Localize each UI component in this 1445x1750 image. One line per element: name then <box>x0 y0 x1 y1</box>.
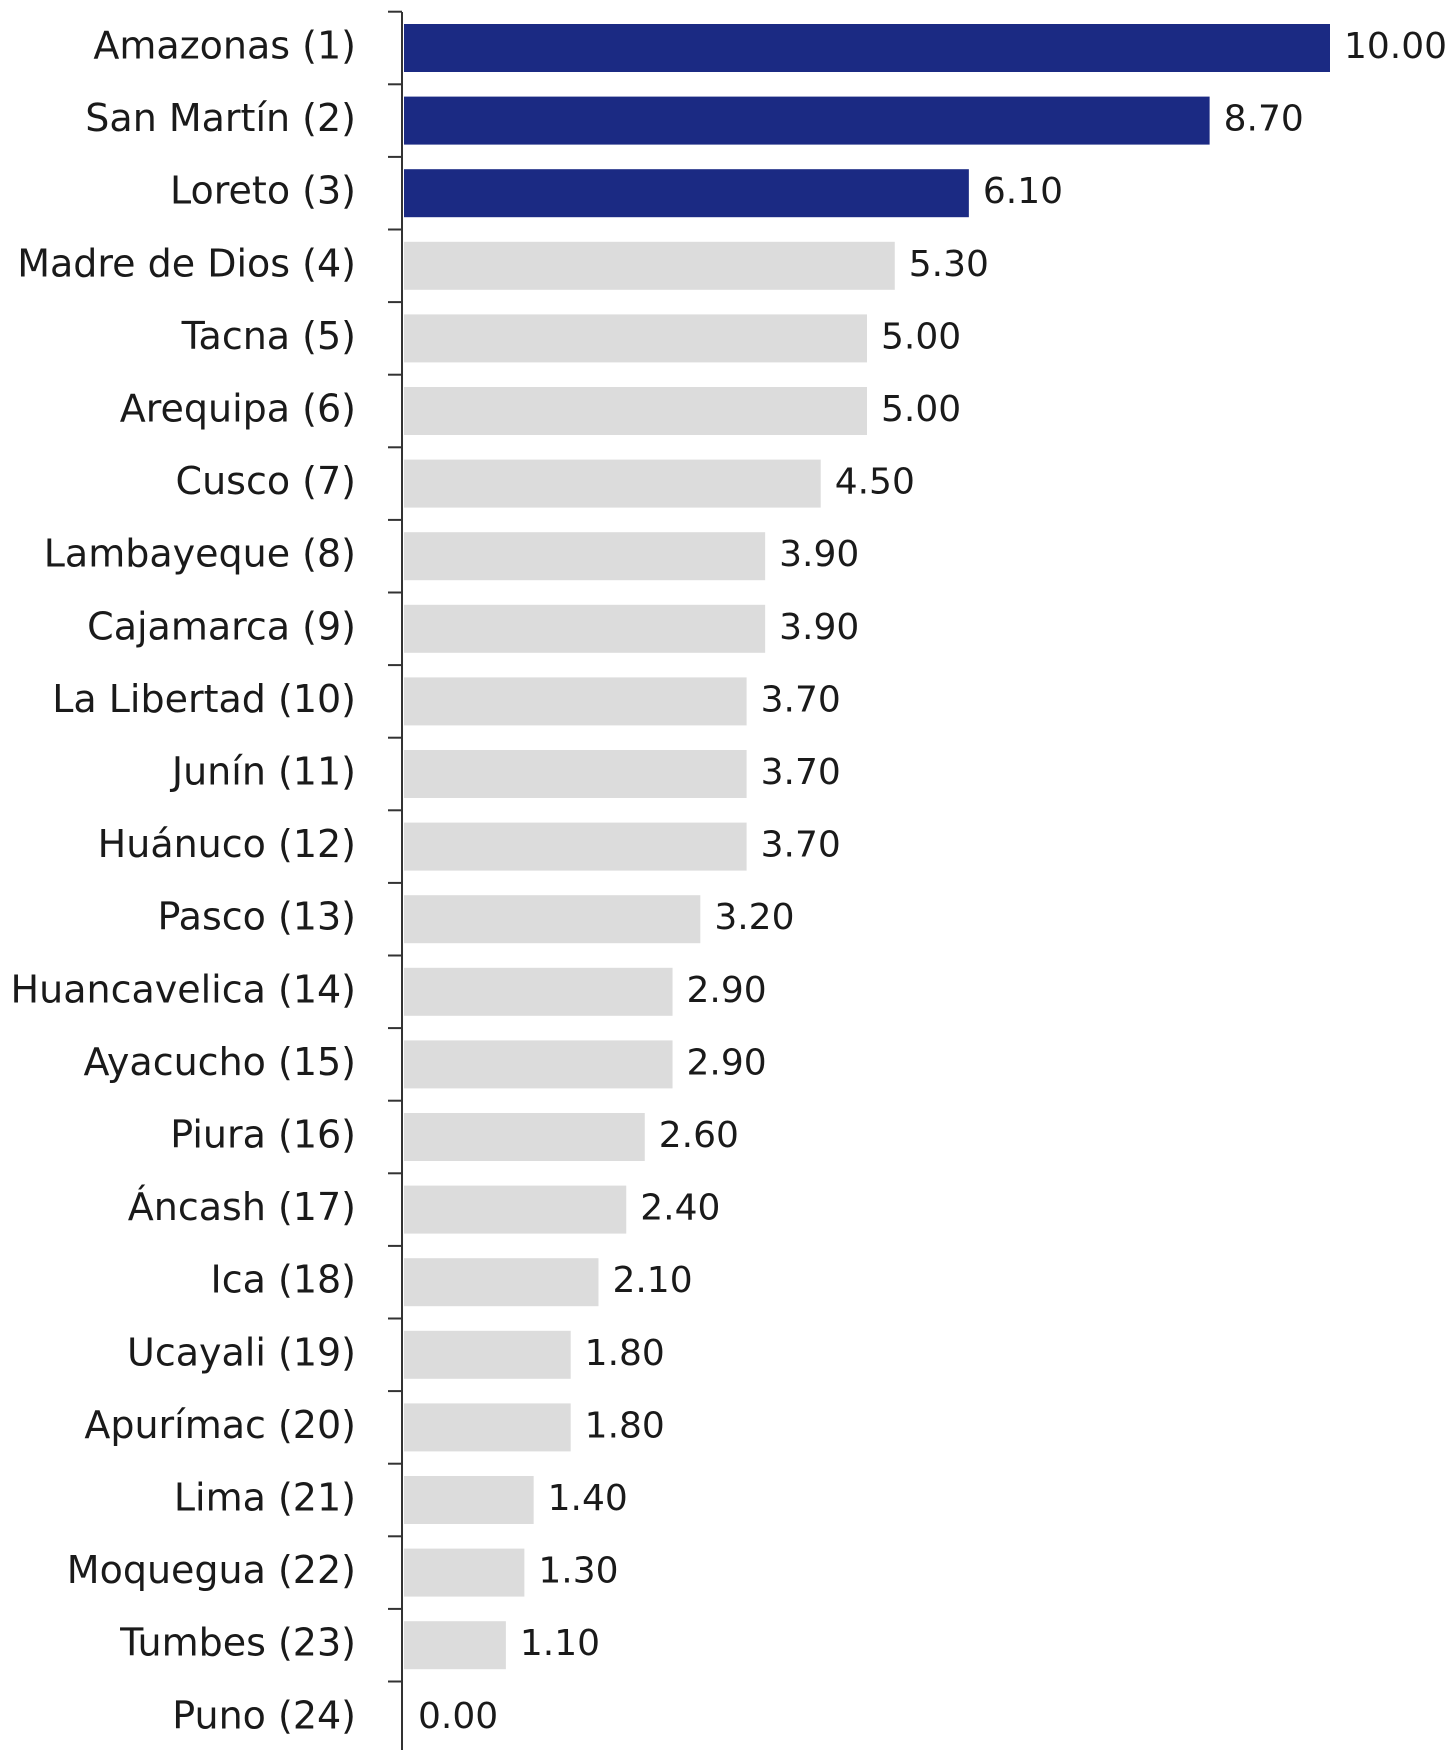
value-label: 2.40 <box>640 1188 720 1229</box>
category-label: Cusco (7) <box>176 459 356 503</box>
bar <box>404 169 969 218</box>
category-label: Ica (18) <box>211 1258 356 1302</box>
category-label: Huancavelica (14) <box>11 967 356 1011</box>
category-label: Puno (24) <box>172 1693 356 1737</box>
category-label: San Martín (2) <box>85 96 356 140</box>
value-label: 5.30 <box>909 244 989 285</box>
category-label: Tumbes (23) <box>119 1621 356 1665</box>
y-axis <box>388 10 403 1750</box>
bar <box>404 96 1210 145</box>
category-label: Madre de Dios (4) <box>17 241 356 285</box>
value-label: 2.90 <box>687 970 767 1011</box>
category-label: Arequipa (6) <box>120 387 356 431</box>
category-label: Amazonas (1) <box>93 24 356 68</box>
value-label: 4.50 <box>835 462 915 503</box>
value-label: 1.80 <box>585 1405 665 1446</box>
category-label: Loreto (3) <box>170 169 356 213</box>
bar <box>404 532 766 581</box>
bar <box>404 1548 525 1597</box>
bar <box>404 1476 534 1524</box>
bar <box>404 967 673 1016</box>
value-labels: 10.00 8.70 6.10 5.30 5.00 5.00 4.50 3.90 3.90 3.7… <box>418 26 1445 1737</box>
bar <box>404 677 747 726</box>
bar <box>404 1258 599 1307</box>
value-label: 3.70 <box>761 825 841 866</box>
category-label: Áncash (17) <box>128 1185 356 1229</box>
value-label: 3.20 <box>714 897 794 938</box>
value-label: 1.10 <box>520 1623 600 1664</box>
category-label: Tacna (5) <box>181 314 356 358</box>
bars-layer <box>404 24 1330 1670</box>
category-label: Ayacucho (15) <box>84 1040 356 1084</box>
value-label: 6.10 <box>983 171 1063 212</box>
bar <box>404 1403 571 1452</box>
category-label: Huánuco (12) <box>98 822 356 866</box>
bar <box>404 895 701 944</box>
bar <box>404 1113 645 1161</box>
bar <box>404 314 867 363</box>
category-label: Lima (21) <box>174 1476 356 1520</box>
value-label: 1.30 <box>538 1551 618 1592</box>
bar <box>404 1185 627 1234</box>
value-label: 3.70 <box>761 679 841 720</box>
value-label: 8.70 <box>1224 99 1304 140</box>
bar <box>404 1621 506 1670</box>
value-label: 0.00 <box>418 1696 498 1737</box>
bar <box>404 241 895 290</box>
category-label: Ucayali (19) <box>127 1330 356 1374</box>
category-label: Moquegua (22) <box>67 1548 356 1592</box>
bar <box>404 387 867 435</box>
category-label: Cajamarca (9) <box>87 604 356 648</box>
value-label: 2.60 <box>659 1115 739 1156</box>
bar <box>404 604 766 653</box>
bar <box>404 459 821 508</box>
bar <box>404 1330 571 1379</box>
value-label: 3.90 <box>779 607 859 648</box>
category-label: La Libertad (10) <box>52 677 356 721</box>
value-label: 1.40 <box>548 1478 628 1519</box>
category-label: Piura (16) <box>170 1113 356 1157</box>
category-label: Lambayeque (8) <box>44 532 356 576</box>
value-label: 10.00 <box>1344 26 1445 67</box>
bar <box>404 24 1330 72</box>
value-label: 3.70 <box>761 752 841 793</box>
value-label: 2.90 <box>687 1042 767 1083</box>
bar <box>404 1040 673 1089</box>
value-label: 3.90 <box>779 534 859 575</box>
value-label: 5.00 <box>881 389 961 430</box>
value-label: 2.10 <box>612 1260 692 1301</box>
bar <box>404 750 747 798</box>
category-label: Junín (11) <box>170 750 356 794</box>
value-label: 1.80 <box>585 1333 665 1374</box>
category-labels: Amazonas (1) San Martín (2) Loreto (3) Madr… <box>11 24 356 1738</box>
bar <box>404 822 747 871</box>
category-label: Apurímac (20) <box>84 1403 356 1447</box>
value-label: 5.00 <box>881 316 961 357</box>
category-label: Pasco (13) <box>157 895 356 939</box>
